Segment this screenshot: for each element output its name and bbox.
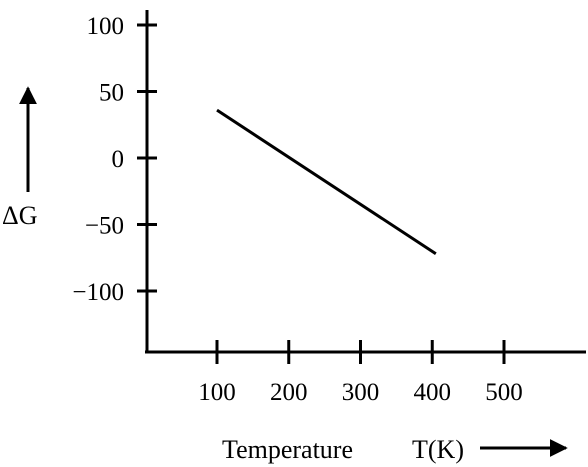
y-tick-label: 50: [99, 80, 124, 107]
x-tick-label: 100: [198, 379, 236, 406]
delta-g-line: [216, 108, 437, 256]
y-tick-label: 0: [112, 146, 125, 173]
x-axis-title: Temperature: [222, 435, 353, 464]
x-tick-label: 300: [342, 379, 380, 406]
x-tick-label: 500: [485, 379, 523, 406]
y-axis-title: ΔG: [2, 201, 38, 230]
y-tick-label: −50: [85, 213, 124, 240]
y-tick-label: 100: [87, 13, 125, 40]
x-tick-label: 200: [270, 379, 308, 406]
x-tick-label: 400: [414, 379, 452, 406]
x-axis-unit: T(K): [412, 435, 464, 464]
y-tick-label: −100: [72, 279, 124, 306]
